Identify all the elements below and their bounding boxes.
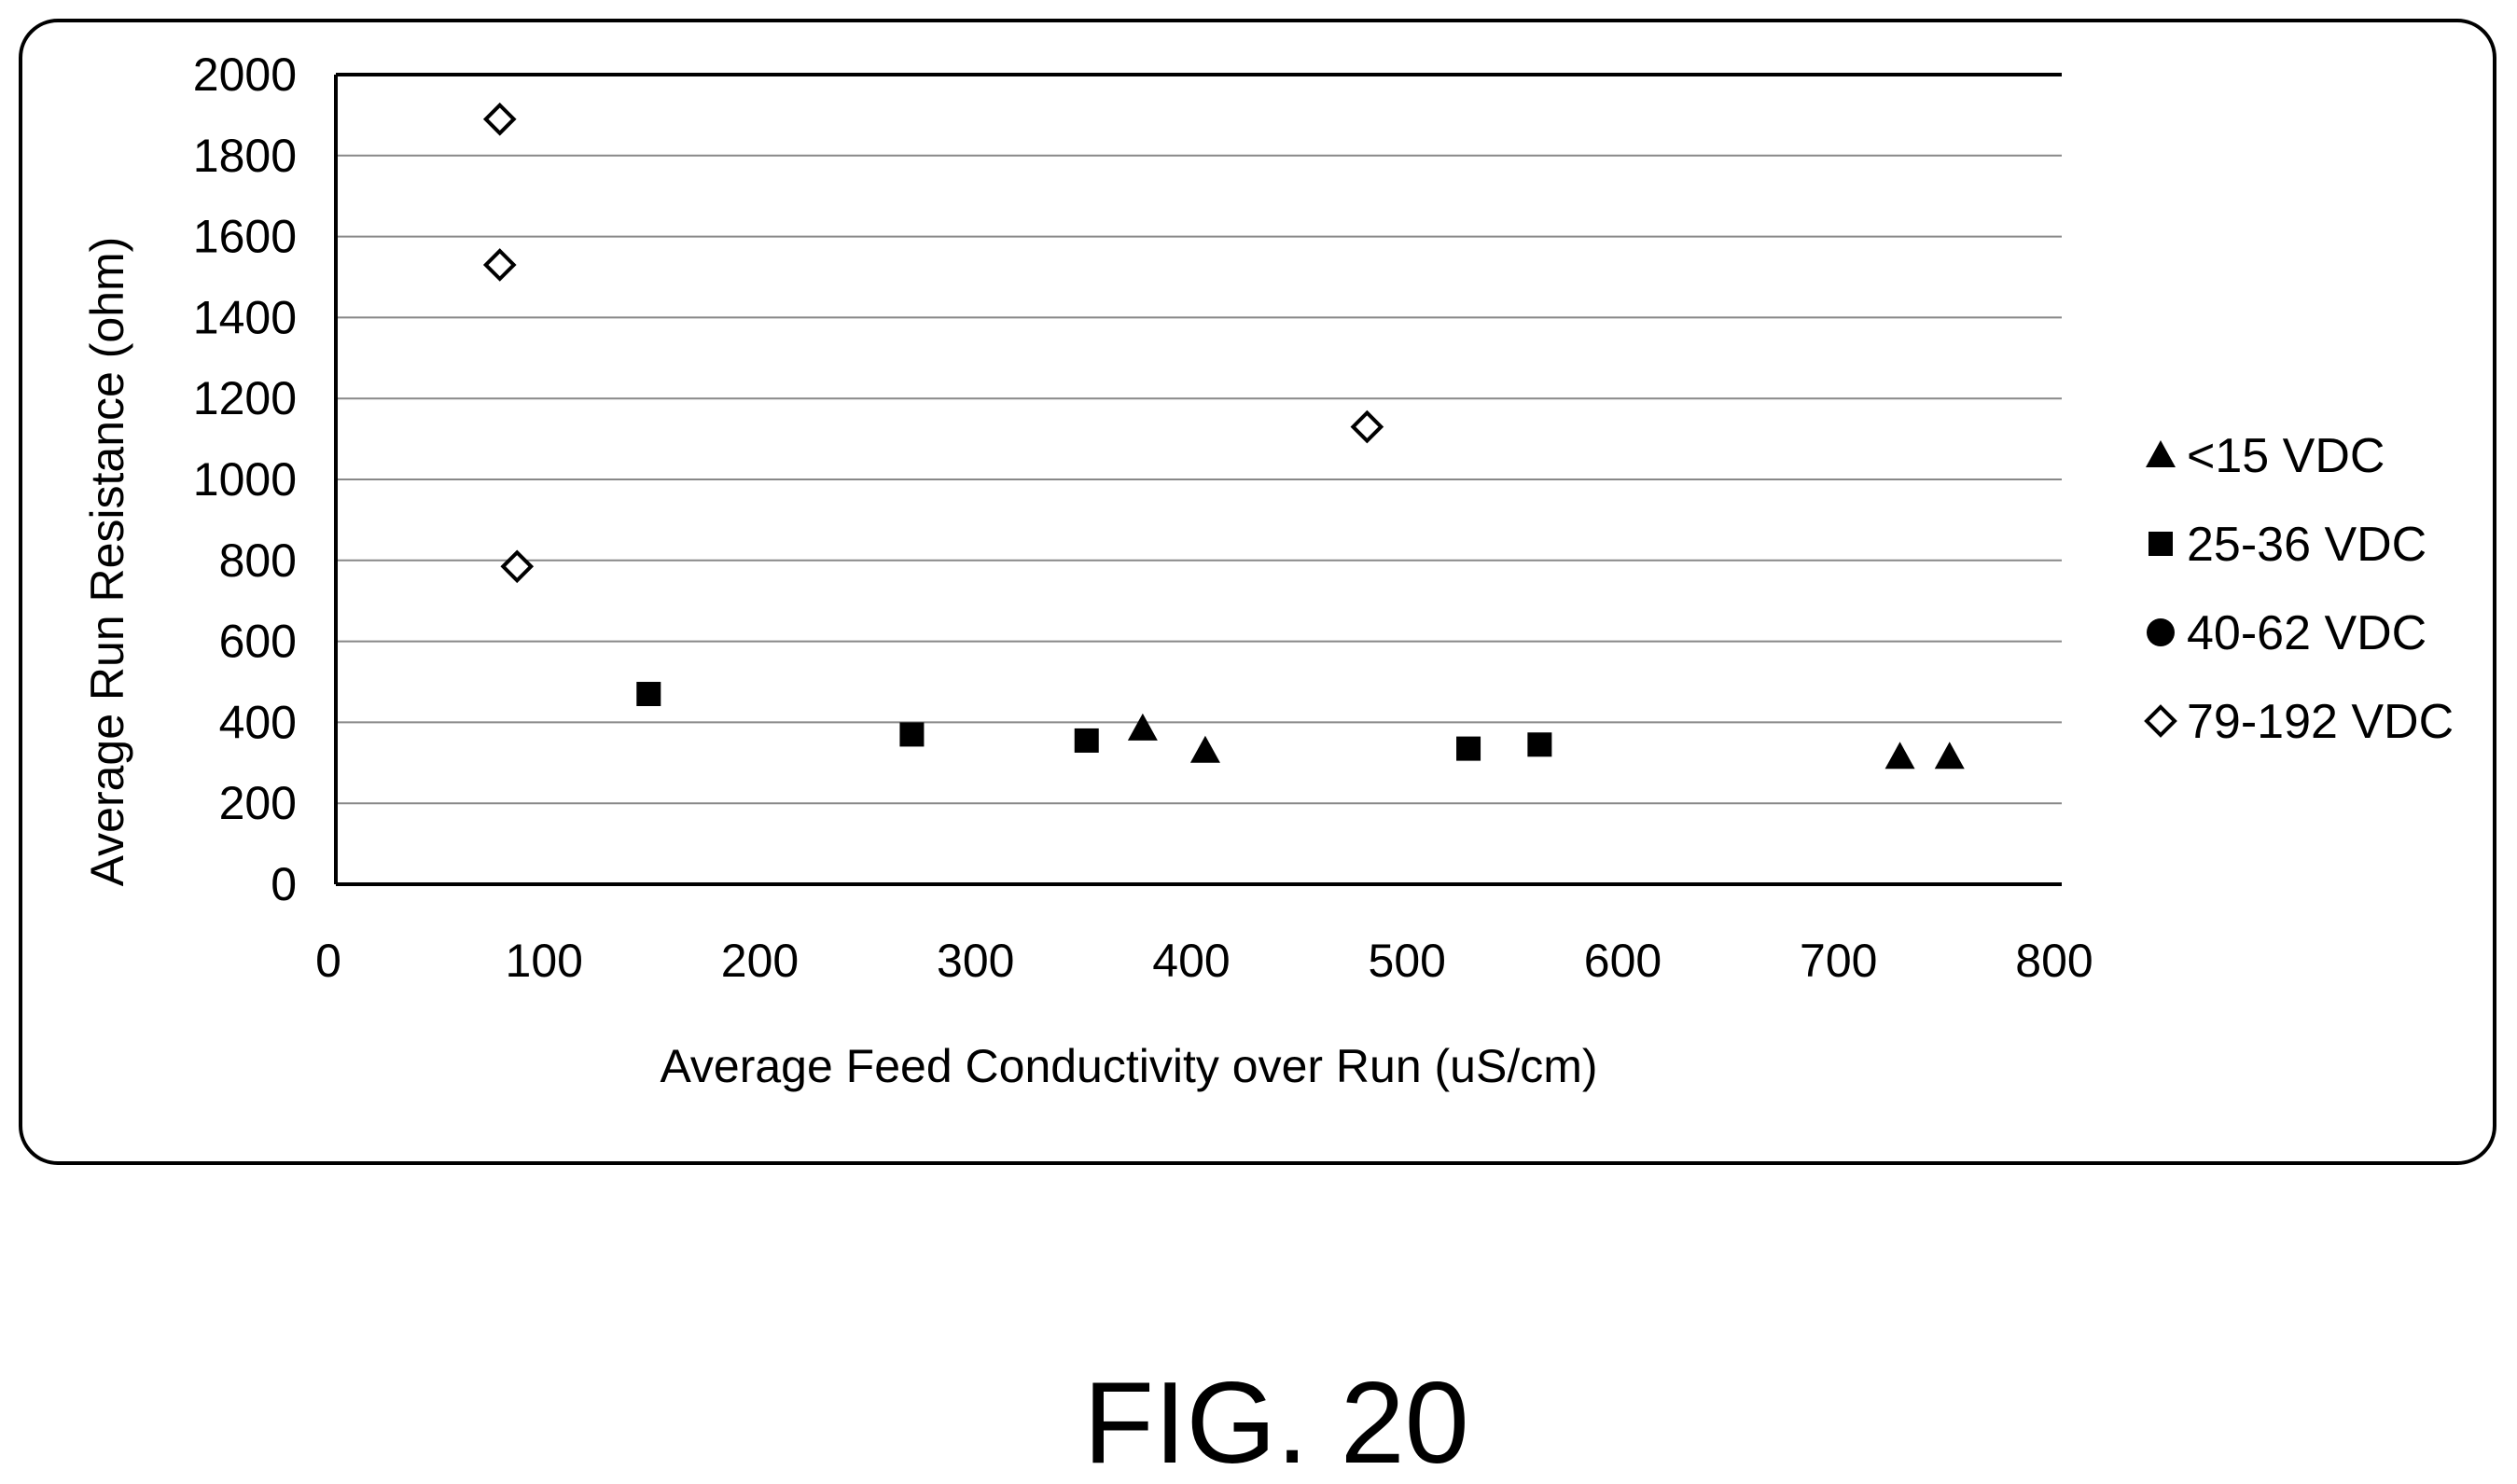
data-point-triangle-marker <box>1934 742 1965 770</box>
data-point-square-marker <box>899 722 925 747</box>
figure-caption: FIG. 20 <box>1083 1359 1468 1484</box>
data-point-diamond-marker <box>1350 409 1384 444</box>
y-tick-label: 0 <box>271 858 297 910</box>
legend-triangle-marker <box>2146 440 2176 467</box>
y-tick-label: 1000 <box>193 453 297 506</box>
legend-entry: 40-62 VDC <box>2147 606 2427 660</box>
y-tick-label: 1200 <box>193 372 297 424</box>
legend-diamond-marker <box>2144 704 2177 738</box>
legend-label: <15 VDC <box>2187 429 2385 483</box>
gridlines <box>336 74 2062 805</box>
legend-entry: 79-192 VDC <box>2144 695 2454 749</box>
legend-label: 79-192 VDC <box>2187 695 2454 749</box>
data-point-square-marker <box>1527 732 1552 757</box>
data-point-diamond-marker <box>500 549 535 584</box>
y-tick-label: 1600 <box>193 211 297 263</box>
y-tick-label: 1400 <box>193 291 297 343</box>
data-point-square-marker <box>636 682 661 707</box>
x-axis-label: Average Feed Conductivity over Run (uS/c… <box>660 1040 1597 1092</box>
legend-circle-marker <box>2147 618 2175 646</box>
x-tick-label: 200 <box>721 935 799 987</box>
data-point-diamond-marker <box>482 248 517 282</box>
y-axis-label: Average Run Resistance (ohm) <box>81 237 133 887</box>
data-point-triangle-marker <box>1189 735 1220 763</box>
y-tick-label: 1800 <box>193 130 297 182</box>
legend-square-marker <box>2148 532 2173 556</box>
y-tick-label: 2000 <box>193 49 297 101</box>
x-tick-label: 500 <box>1369 935 1446 987</box>
legend-label: 40-62 VDC <box>2187 606 2427 660</box>
chart-frame <box>19 19 2496 1165</box>
legend-entry: <15 VDC <box>2146 429 2385 483</box>
legend-entry: 25-36 VDC <box>2148 518 2427 572</box>
x-tick-label: 100 <box>506 935 583 987</box>
axes <box>334 73 2062 886</box>
tick-labels: 0 200 400 600 800 1000 1200 1400 1600 1800 2000 0 10… <box>193 49 2093 987</box>
data-point-square-marker <box>1074 728 1099 753</box>
x-tick-label: 700 <box>1800 935 1877 987</box>
x-tick-label: 400 <box>1152 935 1230 987</box>
x-tick-label: 800 <box>2015 935 2093 987</box>
data-point-triangle-marker <box>1127 713 1158 741</box>
x-tick-label: 600 <box>1584 935 1662 987</box>
y-tick-label: 800 <box>219 534 297 587</box>
data-point-square-marker <box>1456 736 1481 761</box>
x-tick-label: 0 <box>315 935 341 987</box>
data-point-diamond-marker <box>482 102 517 136</box>
legend: <15 VDC 25-36 VDC 40-62 VDC 79-192 VDC <box>2144 429 2454 749</box>
x-tick-label: 300 <box>937 935 1014 987</box>
data-points <box>482 102 1965 770</box>
y-tick-label: 600 <box>219 616 297 668</box>
y-tick-label: 200 <box>219 777 297 829</box>
data-point-triangle-marker <box>1884 742 1915 770</box>
legend-label: 25-36 VDC <box>2187 518 2427 572</box>
y-tick-label: 400 <box>219 696 297 748</box>
